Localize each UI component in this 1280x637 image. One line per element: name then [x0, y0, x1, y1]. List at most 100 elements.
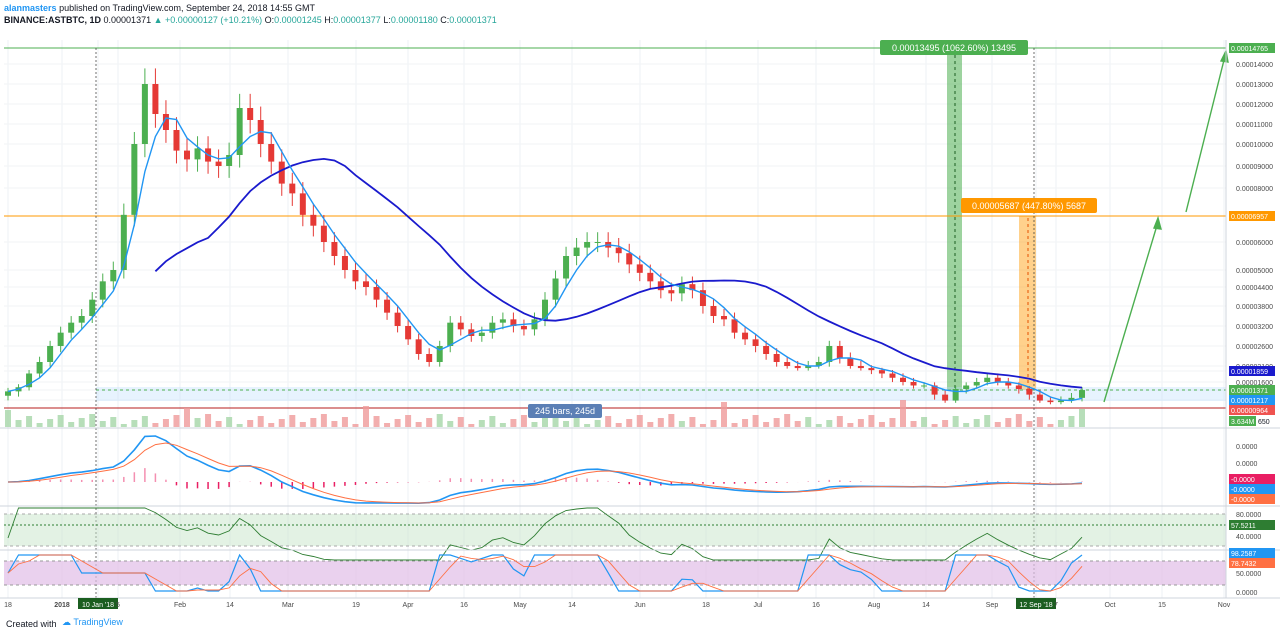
price-tag-bg-3	[1229, 385, 1275, 395]
volume-bar-47	[499, 423, 506, 427]
volume-bar-43	[457, 417, 464, 427]
candle-body-3	[36, 362, 43, 374]
candle-body-30	[320, 225, 327, 242]
bars-count-label: 245 bars, 245d	[528, 404, 602, 418]
pane-value-0-0: -0.0000	[1231, 477, 1255, 484]
volume-bar-27	[289, 415, 296, 427]
symbol-label: BINANCE:ASTBTC, 1D	[4, 15, 102, 25]
volume-bar-81	[857, 419, 864, 427]
orange-measure-label: 0.00005687 (447.80%) 5687	[961, 198, 1097, 213]
candle-body-22	[236, 108, 243, 155]
candle-body-72	[763, 346, 770, 354]
pane-value-bg-2-0	[1229, 548, 1275, 558]
candle-body-80	[847, 358, 854, 366]
volume-bar-40	[426, 418, 433, 427]
price-tag-bg-6	[1229, 416, 1275, 426]
price-tick-6: 0.00009000	[1236, 164, 1273, 171]
volume-bar-31	[331, 421, 338, 427]
candle-body-54	[573, 247, 580, 256]
volume-bar-9	[99, 421, 106, 427]
volume-bar-94	[994, 422, 1001, 427]
volume-bar-16	[173, 415, 180, 427]
publisher-name[interactable]: alanmasters	[4, 3, 57, 13]
time-tick-11: 14	[568, 602, 576, 609]
ma-fast-line	[7, 117, 1083, 402]
volume-bar-18	[194, 418, 201, 427]
pane-value-bg-0-2	[1229, 494, 1275, 504]
volume-bar-80	[847, 423, 854, 427]
chart-canvas[interactable]: 0.00013495 (1062.60%) 13495 0.00005687 (…	[0, 0, 1280, 614]
candle-body-51	[542, 299, 548, 320]
candle-body-59	[626, 253, 633, 265]
price-tags: 0.00014765 0.00006957 0.00001859 0.00001371…	[1229, 43, 1278, 426]
volume-bar-61	[647, 422, 654, 427]
price-axis-labels: 0.000147650.000140000.000130000.00012000…	[1236, 46, 1273, 413]
volume-bar-35	[373, 416, 380, 427]
volume-bar-34	[363, 406, 369, 427]
volume-bar-65	[689, 417, 696, 427]
volume-bar-5	[57, 415, 64, 427]
candle-body-32	[341, 256, 348, 270]
candle-body-49	[520, 326, 527, 330]
candle-body-36	[384, 299, 391, 313]
time-tick-15: 16	[812, 602, 820, 609]
pane-value-0-1: -0.0000	[1231, 487, 1255, 494]
candle-body-88	[931, 385, 938, 395]
candle-body-27	[289, 183, 296, 194]
volume-bar-25	[268, 423, 275, 427]
volume-bar-77	[815, 424, 822, 427]
candle-body-99	[1047, 400, 1054, 403]
volume-bar-26	[278, 419, 285, 427]
pane-value-bg-2-1	[1229, 558, 1275, 568]
last-price: 0.00001371	[103, 15, 152, 25]
candle-body-102	[1079, 390, 1085, 398]
pane2-tick-1: 40.0000	[1236, 534, 1261, 541]
volume-bar-3	[36, 423, 43, 427]
macd-histogram	[17, 468, 1083, 489]
price-tag-bg-2	[1229, 366, 1275, 376]
price-tag-bg-5	[1229, 405, 1275, 415]
volume-bar-24	[257, 416, 264, 427]
close-label: C:	[440, 15, 450, 25]
volume-bar-57	[605, 416, 612, 427]
price-tag-bg-0	[1229, 43, 1275, 53]
volume-bar-19	[205, 414, 212, 427]
publisher-line: alanmasters published on TradingView.com…	[4, 3, 315, 13]
candle-body-81	[857, 366, 864, 369]
candle-body-73	[773, 354, 780, 362]
volume-bar-39	[415, 422, 422, 427]
time-tick-3: 5	[116, 602, 120, 609]
pane1-tick-0: 0.0000	[1236, 444, 1258, 451]
price-tick-3: 0.00012000	[1236, 102, 1273, 109]
time-tick-9: 16	[460, 602, 468, 609]
candle-body-70	[742, 332, 749, 340]
volume-bars	[5, 400, 1085, 427]
volume-bar-100	[1057, 420, 1064, 427]
open-value: 0.00001245	[274, 15, 322, 25]
tradingview-logo[interactable]: ☁ TradingView	[62, 617, 123, 628]
candle-body-25	[268, 144, 275, 162]
time-highlight-bg-19	[1016, 598, 1056, 609]
candle-body-77	[815, 362, 822, 366]
volume-bar-69	[731, 423, 738, 427]
time-tick-21: Oct	[1105, 602, 1116, 609]
candle-body-21	[226, 155, 233, 166]
pane-value-bg-1-0	[1229, 520, 1275, 530]
time-tick-19: 12 Sep '18	[1019, 602, 1052, 609]
candle-body-12	[131, 144, 138, 215]
time-tick-20: 7	[1054, 602, 1058, 609]
pane1-tick-1: 0.0000	[1236, 461, 1258, 468]
volume-bar-0	[5, 410, 11, 427]
price-tick-5: 0.00010000	[1236, 142, 1273, 149]
candle-body-37	[394, 312, 401, 326]
candle-body-93	[984, 377, 991, 382]
volume-bar-73	[773, 418, 780, 427]
volume-bar-82	[868, 415, 875, 427]
volume-bar-96	[1015, 414, 1022, 427]
ohlc-line: BINANCE:ASTBTC, 1D 0.00001371 ▲ +0.00000…	[4, 15, 497, 25]
volume-bar-87	[921, 417, 928, 427]
volume-bar-92	[973, 419, 980, 427]
bars-count-text: 245 bars, 245d	[535, 406, 595, 416]
candle-body-90	[952, 388, 959, 401]
volume-bar-93	[984, 415, 991, 427]
